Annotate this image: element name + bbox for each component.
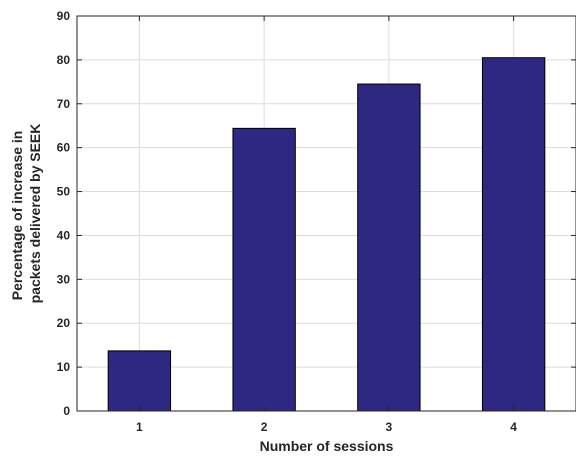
bar-session-2 [232,127,296,412]
y-axis-label-line-2: packets delivered by SEEK [27,124,43,304]
y-tick-label: 70 [57,97,71,111]
bar-session-3 [357,83,421,412]
x-tick-label: 1 [136,420,143,434]
y-tick-label: 50 [57,185,71,199]
x-tick-label: 4 [510,420,517,434]
y-tick-label: 40 [57,228,71,242]
plot-frame [76,15,576,412]
bar-session-4 [481,57,546,412]
bar-session-1 [107,350,172,412]
y-tick-label: 60 [57,141,71,155]
x-tick-label: 3 [386,420,393,434]
y-tick-label: 10 [57,360,71,374]
y-axis-label-line-1: Percentage of increase in [9,131,25,301]
y-tick-label: 20 [57,316,71,330]
axis-ticks: 0 10 20 30 40 50 60 70 80 90 1 2 3 4 [57,9,576,434]
x-tick-label: 2 [261,420,268,434]
bars [107,57,546,412]
y-tick-label: 80 [57,53,71,67]
x-axis-label: Number of sessions [260,438,394,454]
y-tick-label: 30 [57,272,71,286]
y-tick-label: 90 [57,9,71,23]
y-tick-label: 0 [63,404,70,418]
y-axis-label: Percentage of increase in packets delive… [9,124,43,304]
